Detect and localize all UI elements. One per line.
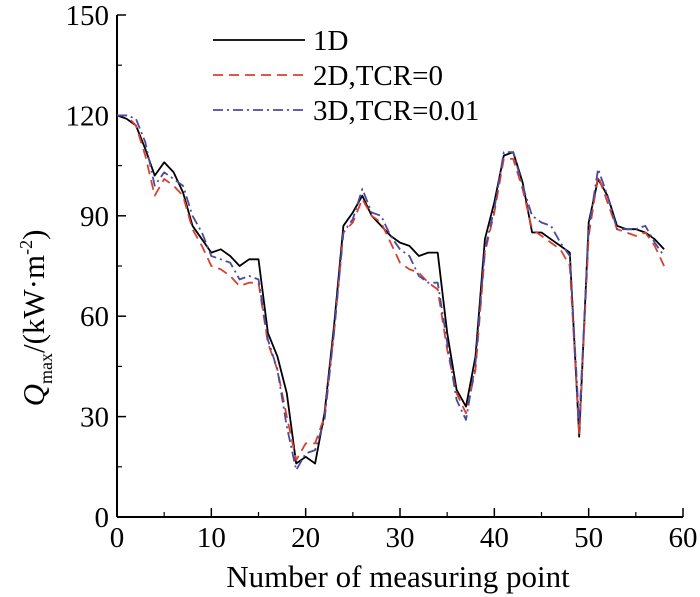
x-tick-label: 20 xyxy=(291,522,320,554)
series-line-1 xyxy=(116,114,665,465)
x-axis-title: Number of measuring point xyxy=(226,559,570,594)
legend-label-1: 1D xyxy=(313,25,348,57)
x-tick-label: 60 xyxy=(669,522,698,554)
x-tick-label: 30 xyxy=(386,522,415,554)
y-axis-title-subscript: max xyxy=(36,353,56,384)
y-tick-label: 0 xyxy=(95,502,110,534)
y-axis-title: Qmax/(kW·m-2) xyxy=(16,230,56,407)
series-line-2 xyxy=(117,114,665,462)
y-tick-label: 60 xyxy=(80,301,109,333)
x-tick-label: 0 xyxy=(110,522,125,554)
y-axis-title-superscript: -2 xyxy=(16,240,36,255)
legend-label-2: 2D,TCR=0 xyxy=(313,60,443,92)
y-axis-title-symbol: Q xyxy=(16,384,51,406)
series-line-3 xyxy=(117,114,665,472)
y-tick-label: 30 xyxy=(80,402,109,434)
y-tick-label: 120 xyxy=(66,100,110,132)
y-axis-title-close: ) xyxy=(16,230,51,240)
y-axis-title-unit: /(kW·m xyxy=(16,255,51,353)
y-tick-label: 150 xyxy=(66,0,110,32)
x-tick-label: 50 xyxy=(574,522,603,554)
legend-label-3: 3D,TCR=0.01 xyxy=(313,95,479,127)
x-tick-label: 40 xyxy=(480,522,509,554)
x-tick-label: 10 xyxy=(197,522,226,554)
y-tick-label: 90 xyxy=(80,201,109,233)
